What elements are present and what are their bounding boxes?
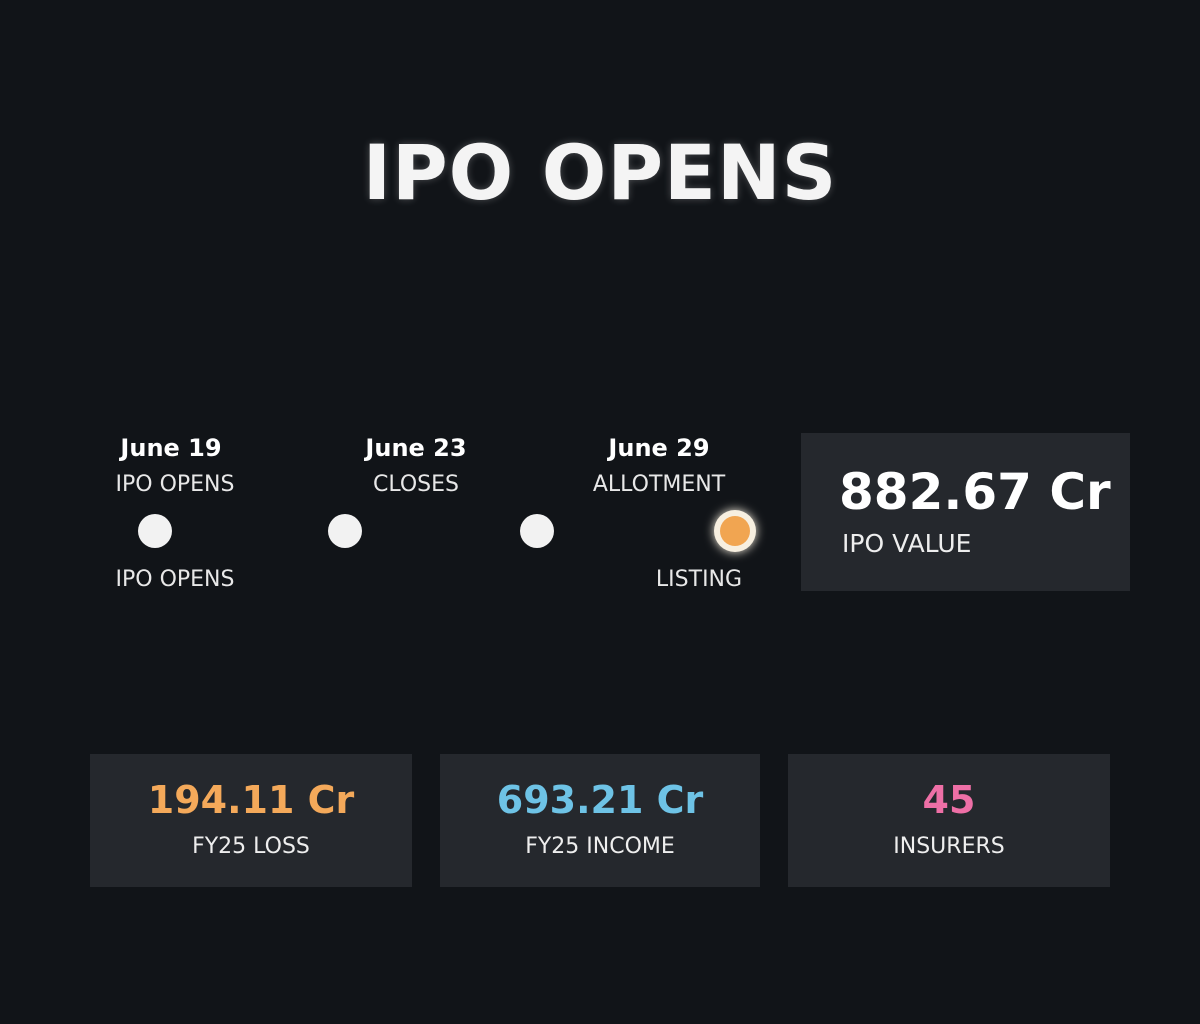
step-date: June 23 — [365, 434, 467, 462]
step-date: June 29 — [608, 434, 710, 462]
step-label: CLOSES — [373, 472, 459, 497]
stat-value: 45 — [922, 778, 976, 822]
timeline-dot-active-core — [720, 516, 750, 546]
step-date: June 19 — [120, 434, 222, 462]
stat-card: 693.21 Cr FY25 INCOME — [440, 754, 760, 887]
stat-label: FY25 INCOME — [525, 834, 675, 859]
step-label: IPO OPENS — [115, 472, 235, 497]
timeline-dot — [520, 514, 554, 548]
value-card: 882.67 Cr IPO VALUE — [801, 433, 1130, 591]
stat-label: INSURERS — [893, 834, 1005, 859]
step-label: ALLOTMENT — [592, 472, 726, 497]
step-bottom-label: IPO OPENS — [115, 567, 235, 592]
stat-card: 194.11 Cr FY25 LOSS — [90, 754, 412, 887]
stat-value: 693.21 Cr — [496, 778, 704, 822]
timeline-dot — [138, 514, 172, 548]
stat-value: 194.11 Cr — [147, 778, 355, 822]
timeline-dot — [328, 514, 362, 548]
stat-card: 45 INSURERS — [788, 754, 1110, 887]
value-card-label: IPO VALUE — [842, 529, 972, 558]
stat-label: FY25 LOSS — [192, 834, 310, 859]
title: IPO OPENS — [362, 128, 838, 217]
value-card-value: 882.67 Cr — [839, 463, 1111, 521]
step-bottom-label: LISTING — [655, 567, 743, 592]
